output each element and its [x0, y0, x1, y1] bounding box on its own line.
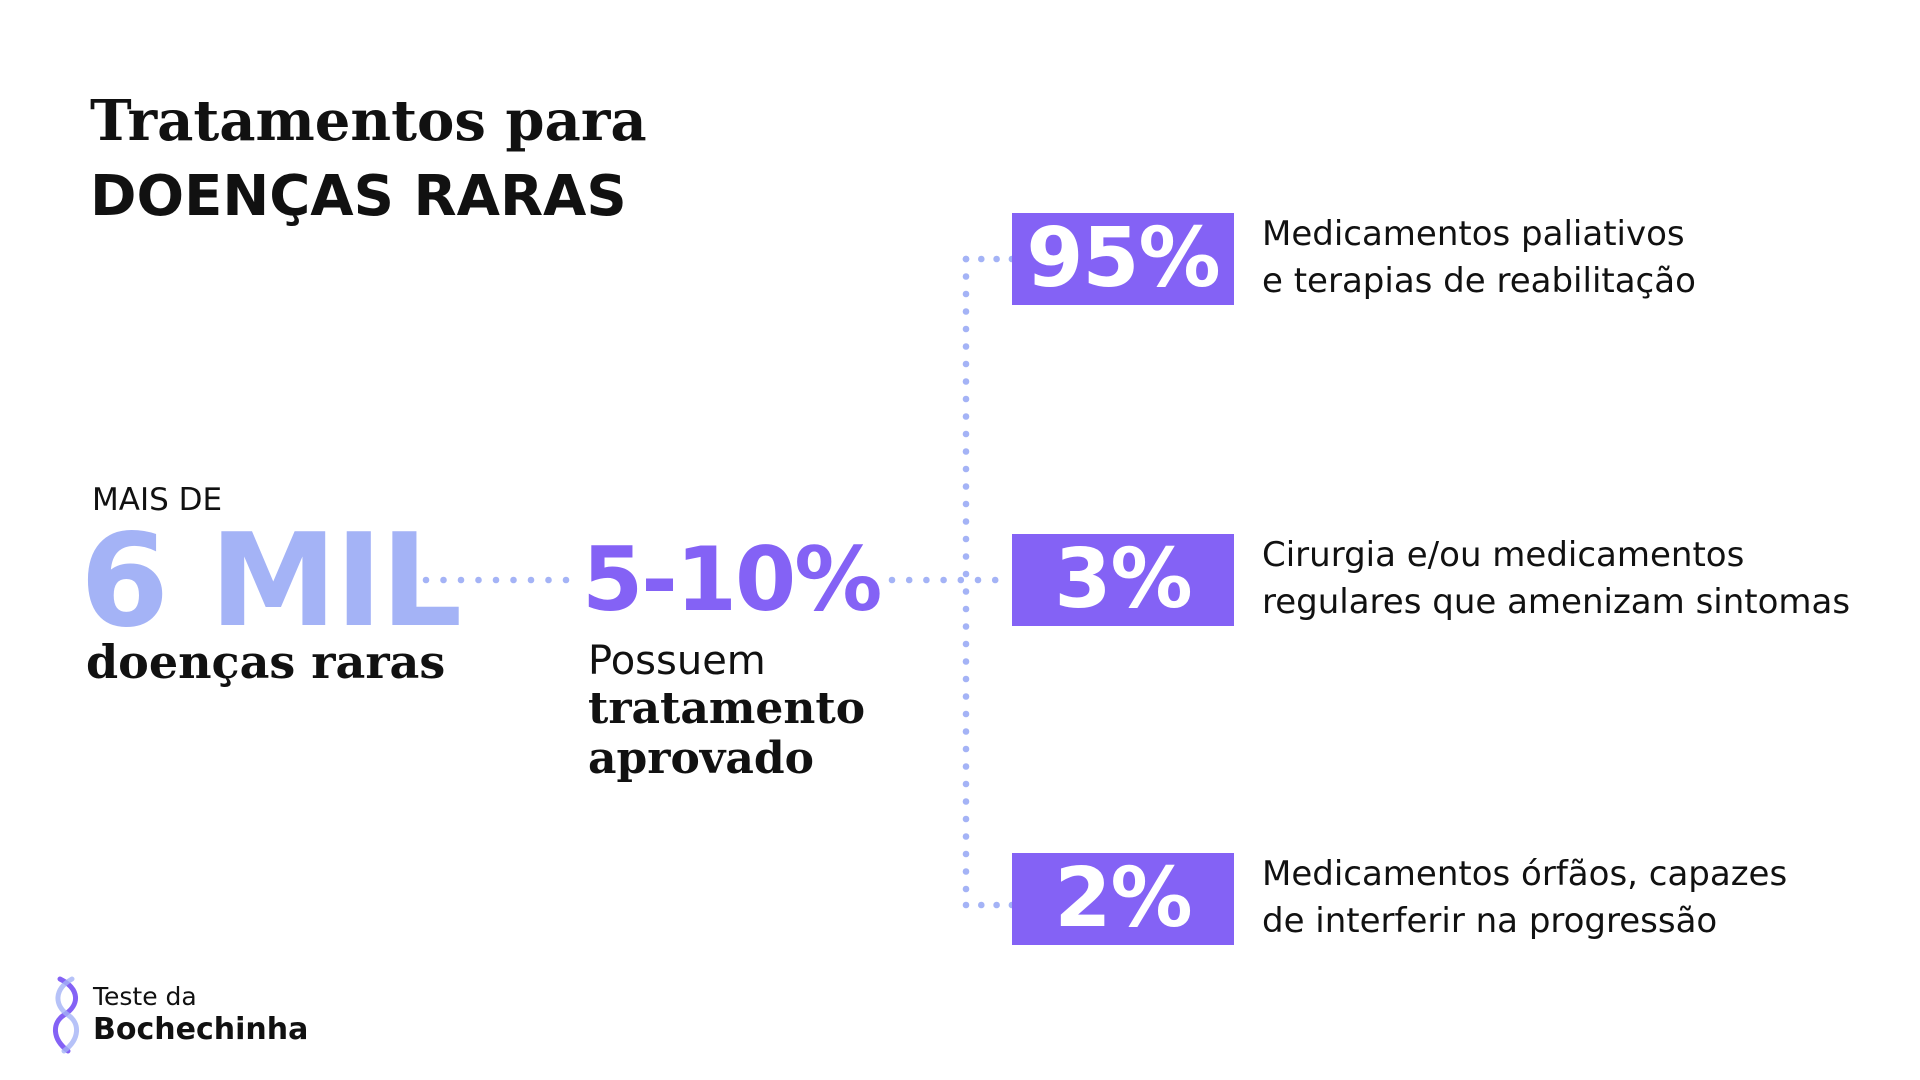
- connector-dot: [993, 255, 1000, 263]
- connector-dot: [962, 901, 970, 909]
- connector-dot: [962, 290, 970, 298]
- connector-dot: [492, 576, 500, 584]
- connector-dot: [962, 553, 970, 560]
- branch-label-1-line-1: Medicamentos paliativos: [1262, 214, 1685, 254]
- logo-text-line-2: Bochechinha: [93, 1012, 309, 1047]
- connector-dot: [962, 588, 970, 595]
- connector-dot: [940, 576, 947, 584]
- branch-percent-box-3: 2%: [1012, 853, 1234, 945]
- connector-dot: [962, 343, 970, 350]
- branch-label-3: Medicamentos órfãos, capazes de interfer…: [1262, 851, 1787, 945]
- connector-dot: [962, 308, 970, 315]
- connector-dot: [962, 518, 970, 525]
- connector-dot: [962, 868, 970, 875]
- connector-dot: [962, 378, 970, 385]
- treated-caption-line-3: aprovado: [588, 733, 814, 784]
- connector-dot: [962, 885, 970, 893]
- connector-dot: [978, 901, 985, 909]
- page-title-line-1: Tratamentos para: [90, 88, 647, 154]
- connector-dot: [962, 780, 970, 788]
- logo-helix-icon: [53, 976, 79, 1054]
- connector-dot: [962, 430, 970, 438]
- connector-dot: [440, 576, 447, 584]
- connector-dot: [888, 576, 896, 584]
- connector-dot: [962, 623, 970, 630]
- connector-dot: [962, 483, 970, 490]
- branch-percent-box-2: 3%: [1012, 534, 1234, 626]
- connector-dot: [962, 413, 970, 420]
- connector-dot: [978, 255, 985, 263]
- connector-dot: [962, 728, 970, 735]
- connector-dot: [422, 576, 430, 584]
- connector-dot: [962, 273, 970, 280]
- branch-label-1-line-2: e terapias de reabilitação: [1262, 261, 1696, 301]
- total-rare-diseases-value: 6 MIL: [80, 507, 462, 656]
- connector-dot: [962, 710, 970, 718]
- connector-dot: [962, 255, 970, 263]
- branch-label-3-line-1: Medicamentos órfãos, capazes: [1262, 854, 1788, 894]
- connector-dot: [962, 798, 970, 805]
- total-prefix: MAIS DE: [92, 482, 223, 518]
- treated-percent-value: 5-10%: [582, 528, 882, 631]
- connector-dot: [962, 693, 970, 700]
- connector-dot: [962, 570, 970, 578]
- connector-dot: [962, 448, 970, 455]
- logo-text-line-1: Teste da: [93, 982, 197, 1011]
- connector-dot: [962, 658, 970, 665]
- connector-dot: [962, 640, 970, 648]
- branch-percent-box-1: 95%: [1012, 213, 1234, 305]
- connector-dot: [905, 576, 913, 584]
- connector-dot: [962, 465, 970, 473]
- treated-caption-line-1: Possuem: [588, 638, 766, 684]
- treated-caption-line-2: tratamento: [588, 683, 866, 734]
- connector-dot: [962, 675, 970, 683]
- branch-label-1: Medicamentos paliativos e terapias de re…: [1262, 211, 1696, 305]
- connector-dot: [510, 576, 517, 584]
- connector-dot: [962, 500, 970, 508]
- branch-label-3-line-2: de interferir na progressão: [1262, 901, 1718, 941]
- branch-label-2-line-1: Cirurgia e/ou medicamentos: [1262, 535, 1745, 575]
- branch-label-2: Cirurgia e/ou medicamentos regulares que…: [1262, 532, 1850, 626]
- page-title-line-2: DOENÇAS RARAS: [90, 164, 627, 229]
- connector-dot: [923, 576, 930, 584]
- connector-dot: [527, 576, 535, 584]
- connector-dot: [962, 325, 970, 333]
- connector-dot: [993, 901, 1000, 909]
- connector-dot: [962, 763, 970, 770]
- total-rare-diseases-caption: doenças raras: [86, 635, 446, 689]
- connector-dot: [475, 576, 482, 584]
- connector-dot: [962, 605, 970, 613]
- connector-dot: [974, 576, 982, 584]
- connector-dot: [545, 576, 552, 584]
- connector-dot: [962, 815, 970, 823]
- connector-dot: [562, 576, 570, 584]
- connector-dot: [962, 850, 970, 858]
- connector-dot: [962, 745, 970, 753]
- branch-label-2-line-2: regulares que amenizam sintomas: [1262, 582, 1851, 622]
- connector-dots: [422, 255, 1016, 909]
- connector-dot: [962, 360, 970, 368]
- connector-dot: [957, 576, 965, 584]
- connector-dot: [962, 535, 970, 543]
- connector-dot: [457, 576, 465, 584]
- connector-dot: [962, 395, 970, 403]
- connector-dot: [991, 576, 999, 584]
- connector-dot: [962, 833, 970, 840]
